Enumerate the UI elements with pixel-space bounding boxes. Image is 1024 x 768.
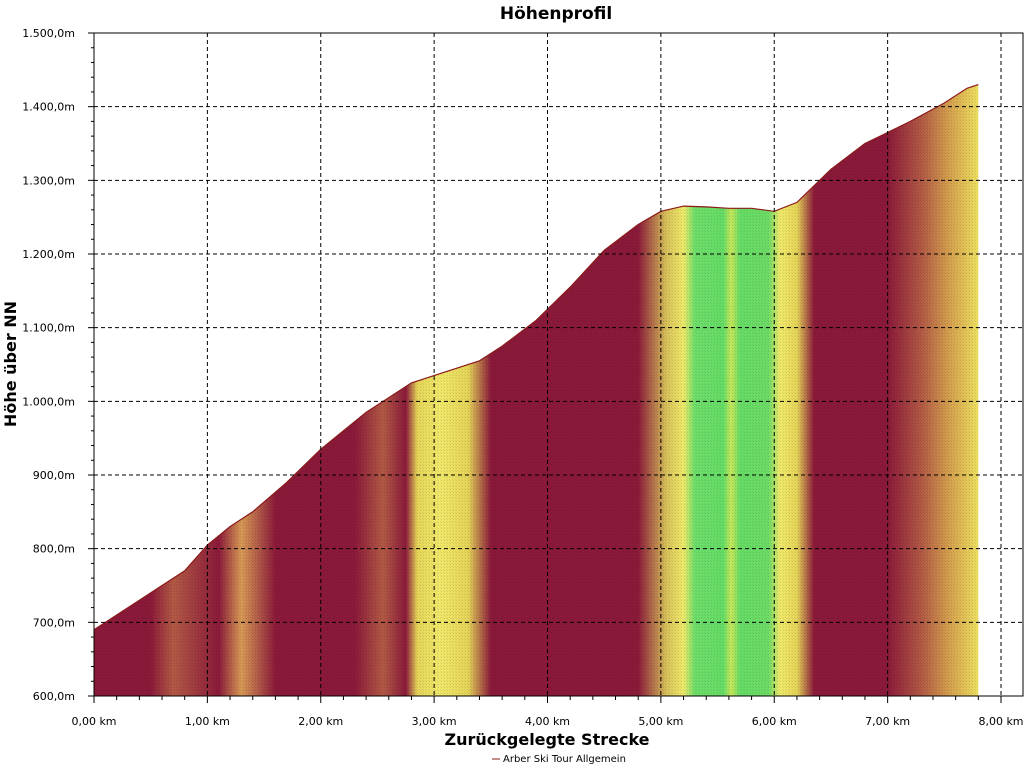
y-tick-label: 1.000,0m (22, 395, 75, 408)
plot-border (93, 32, 1024, 697)
x-tick-label: 2,00 km (298, 715, 343, 728)
x-tick-label: 3,00 km (412, 715, 457, 728)
legend: Arber Ski Tour Allgemein (492, 754, 626, 765)
y-tick-label: 900,0m (33, 469, 75, 482)
y-axis: 600,0m 700,0m 800,0m 900,0m 1.000,0m 1.100,0m… (22, 27, 94, 703)
x-tick-label: 6,00 km (752, 715, 797, 728)
x-axis: 0,00 km 1,00 km 2,00 km 3,00 km 4,00 km 5,00 … (71, 696, 1024, 728)
legend-label: Arber Ski Tour Allgemein (503, 754, 626, 765)
y-tick-label: 1.300,0m (22, 174, 75, 187)
y-tick-label: 800,0m (33, 543, 75, 556)
elevation-line (93, 84, 979, 631)
elevation-area-group (93, 84, 979, 697)
x-tick-label: 7,00 km (865, 715, 910, 728)
y-tick-label: 600,0m (33, 690, 75, 703)
plot-area (93, 32, 1024, 697)
elevation-area-texture (94, 84, 979, 697)
y-tick-label: 1.100,0m (22, 322, 75, 335)
y-tick-label: 1.500,0m (22, 27, 75, 40)
y-axis-title: Höhe über NN (1, 301, 20, 427)
y-tick-label: 1.400,0m (22, 101, 75, 114)
x-tick-label: 0,00 km (71, 715, 116, 728)
chart-title: Höhenprofil (500, 4, 612, 24)
y-tick-label: 700,0m (33, 616, 75, 629)
x-tick-label: 4,00 km (525, 715, 570, 728)
x-tick-label: 8,00 km (978, 715, 1023, 728)
x-axis-title: Zurückgelegte Strecke (444, 730, 649, 749)
gridlines (94, 32, 1023, 696)
y-tick-label: 1.200,0m (22, 248, 75, 261)
x-tick-label: 1,00 km (185, 715, 230, 728)
x-tick-label: 5,00 km (638, 715, 683, 728)
